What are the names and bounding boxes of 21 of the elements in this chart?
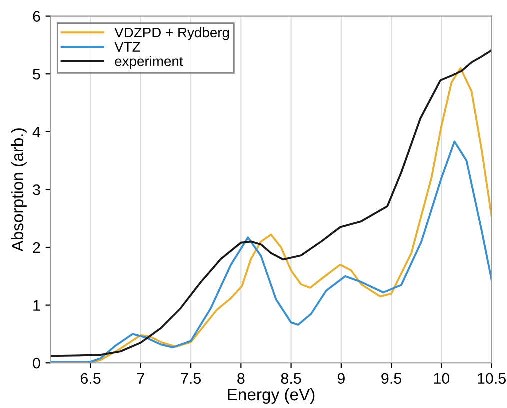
y-tick-label: 4 bbox=[32, 126, 41, 138]
y-tick-label: 6 bbox=[33, 11, 40, 22]
x-axis-title: Energy (eV) bbox=[228, 388, 315, 404]
y-axis-title: Absorption (arb.) bbox=[11, 128, 27, 252]
legend-label: VTZ bbox=[114, 42, 140, 52]
y-tick-label: 2 bbox=[33, 242, 40, 254]
legend-label: VDZPD + Rydberg bbox=[114, 27, 230, 40]
x-tick-label: 10.5 bbox=[478, 373, 506, 384]
x-tick-label: 9.5 bbox=[382, 373, 402, 384]
x-tick-label: 10 bbox=[434, 373, 450, 384]
y-tick-label: 5 bbox=[33, 69, 40, 80]
x-tick-label: 7 bbox=[137, 373, 144, 384]
legend-label: experiment bbox=[115, 56, 184, 70]
y-tick-label: 1 bbox=[34, 300, 40, 311]
x-tick-label: 8.5 bbox=[281, 373, 302, 384]
y-tick-label: 3 bbox=[33, 184, 40, 196]
x-tick-label: 7.5 bbox=[181, 373, 202, 384]
y-tick-label: 0 bbox=[33, 358, 40, 369]
x-tick-label: 9 bbox=[338, 373, 345, 384]
x-tick-label: 8 bbox=[238, 373, 245, 384]
x-tick-label: 6.5 bbox=[80, 373, 101, 384]
